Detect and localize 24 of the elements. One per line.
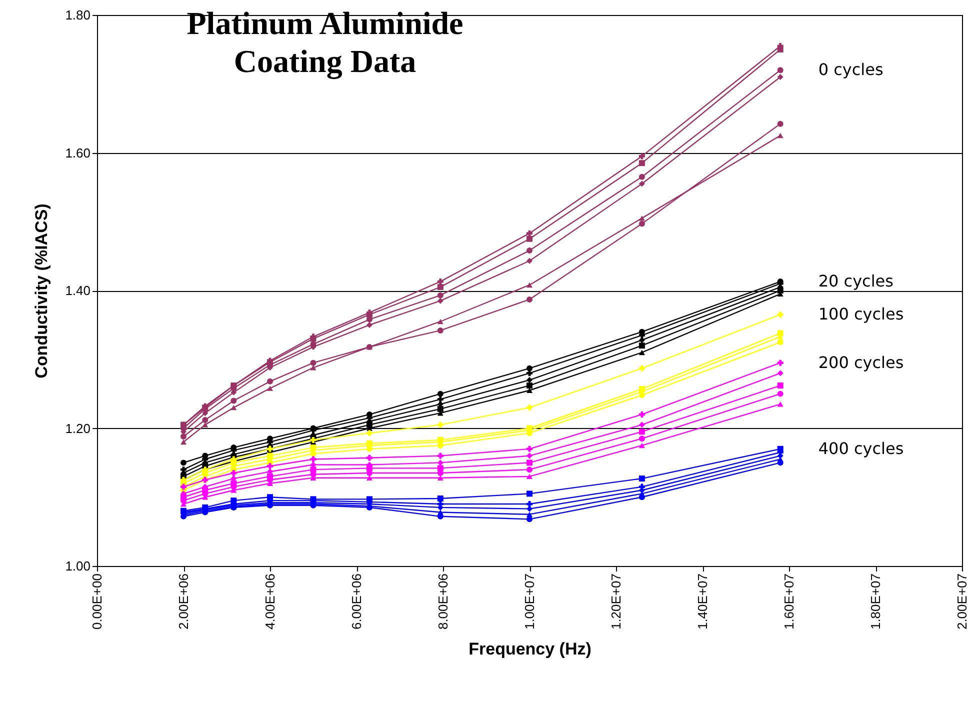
x-tick-label: 4.00E+06 xyxy=(262,574,278,630)
x-tick-label: 1.00E+07 xyxy=(522,574,537,630)
y-axis-title: Conductivity (%IACS) xyxy=(32,204,52,378)
x-tick-label: 2.00E+06 xyxy=(176,574,191,630)
text: 200 cycles xyxy=(818,352,904,372)
y-tick-label: 1.20 xyxy=(65,420,90,436)
x-axis-title: Frequency (Hz) xyxy=(468,640,592,659)
text: 0 cycles xyxy=(818,60,884,80)
x-tick-label: 1.60E+07 xyxy=(782,574,796,630)
y-tick-label: 1.80 xyxy=(65,8,90,22)
x-tick-label: 1.80E+07 xyxy=(868,574,883,630)
text: 400 cycles xyxy=(818,438,904,458)
x-tick-label: 2.00E+07 xyxy=(954,574,970,630)
x-tick-label: 6.00E+06 xyxy=(349,574,364,630)
y-tick-label: 1.40 xyxy=(65,283,90,298)
text: 20 cycles xyxy=(818,272,894,291)
y-tick-label: 1.60 xyxy=(65,145,90,160)
x-tick-label: 1.40E+07 xyxy=(695,574,710,630)
text: 100 cycles xyxy=(818,304,904,324)
y-tick-label: 1.00 xyxy=(65,558,90,574)
chart-title: Platinum Aluminide Coating Data xyxy=(186,5,464,80)
x-tick-label: 0.00E+00 xyxy=(90,574,104,630)
x-tick-label: 1.20E+07 xyxy=(608,574,624,630)
x-tick-label: 8.00E+06 xyxy=(436,574,450,630)
